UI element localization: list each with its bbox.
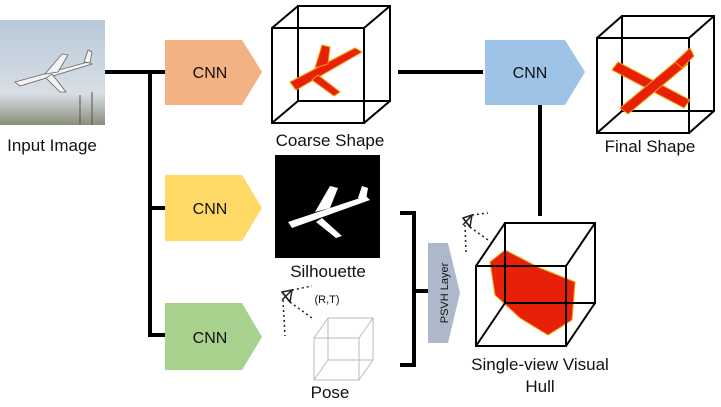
coarse-shape-voxels [289,44,364,97]
visual-hull-voxels [489,249,576,336]
psvh-layer-label: PSVH Layer [439,262,451,323]
pose-label: Pose [311,383,350,402]
camera-icon [280,285,313,337]
cnn-block-refine: CNN [485,40,585,105]
pose-camera-label: (R,T) [314,294,339,306]
silhouette-label: Silhouette [290,262,366,281]
cnn-block-pose: CNN [165,303,262,370]
visual-hull-cube [475,222,596,347]
visual-hull-label-line1: Single-view Visual [471,355,609,374]
coarse-shape-cube [271,5,391,124]
cnn-label: CNN [513,65,548,82]
silhouette-image [275,155,380,258]
final-shape-cube [596,15,715,134]
cnn-block-coarse: CNN [165,40,262,105]
cnn-label: CNN [193,65,228,82]
airplane-photo [14,49,94,93]
cnn-label: CNN [193,201,228,218]
connectors [105,70,542,367]
hull-camera-icon [461,212,489,253]
coarse-shape-label: Coarse Shape [276,131,385,150]
visual-hull-label-line2: Hull [525,377,554,396]
input-image-label: Input Image [7,136,97,155]
final-shape-label: Final Shape [605,137,696,156]
pose-cube [313,317,374,381]
final-shape-voxels [611,47,695,115]
cnn-block-silhouette: CNN [165,175,262,241]
input-image [0,20,105,125]
psvh-layer-block: PSVH Layer [428,243,460,343]
cnn-label: CNN [193,330,228,347]
